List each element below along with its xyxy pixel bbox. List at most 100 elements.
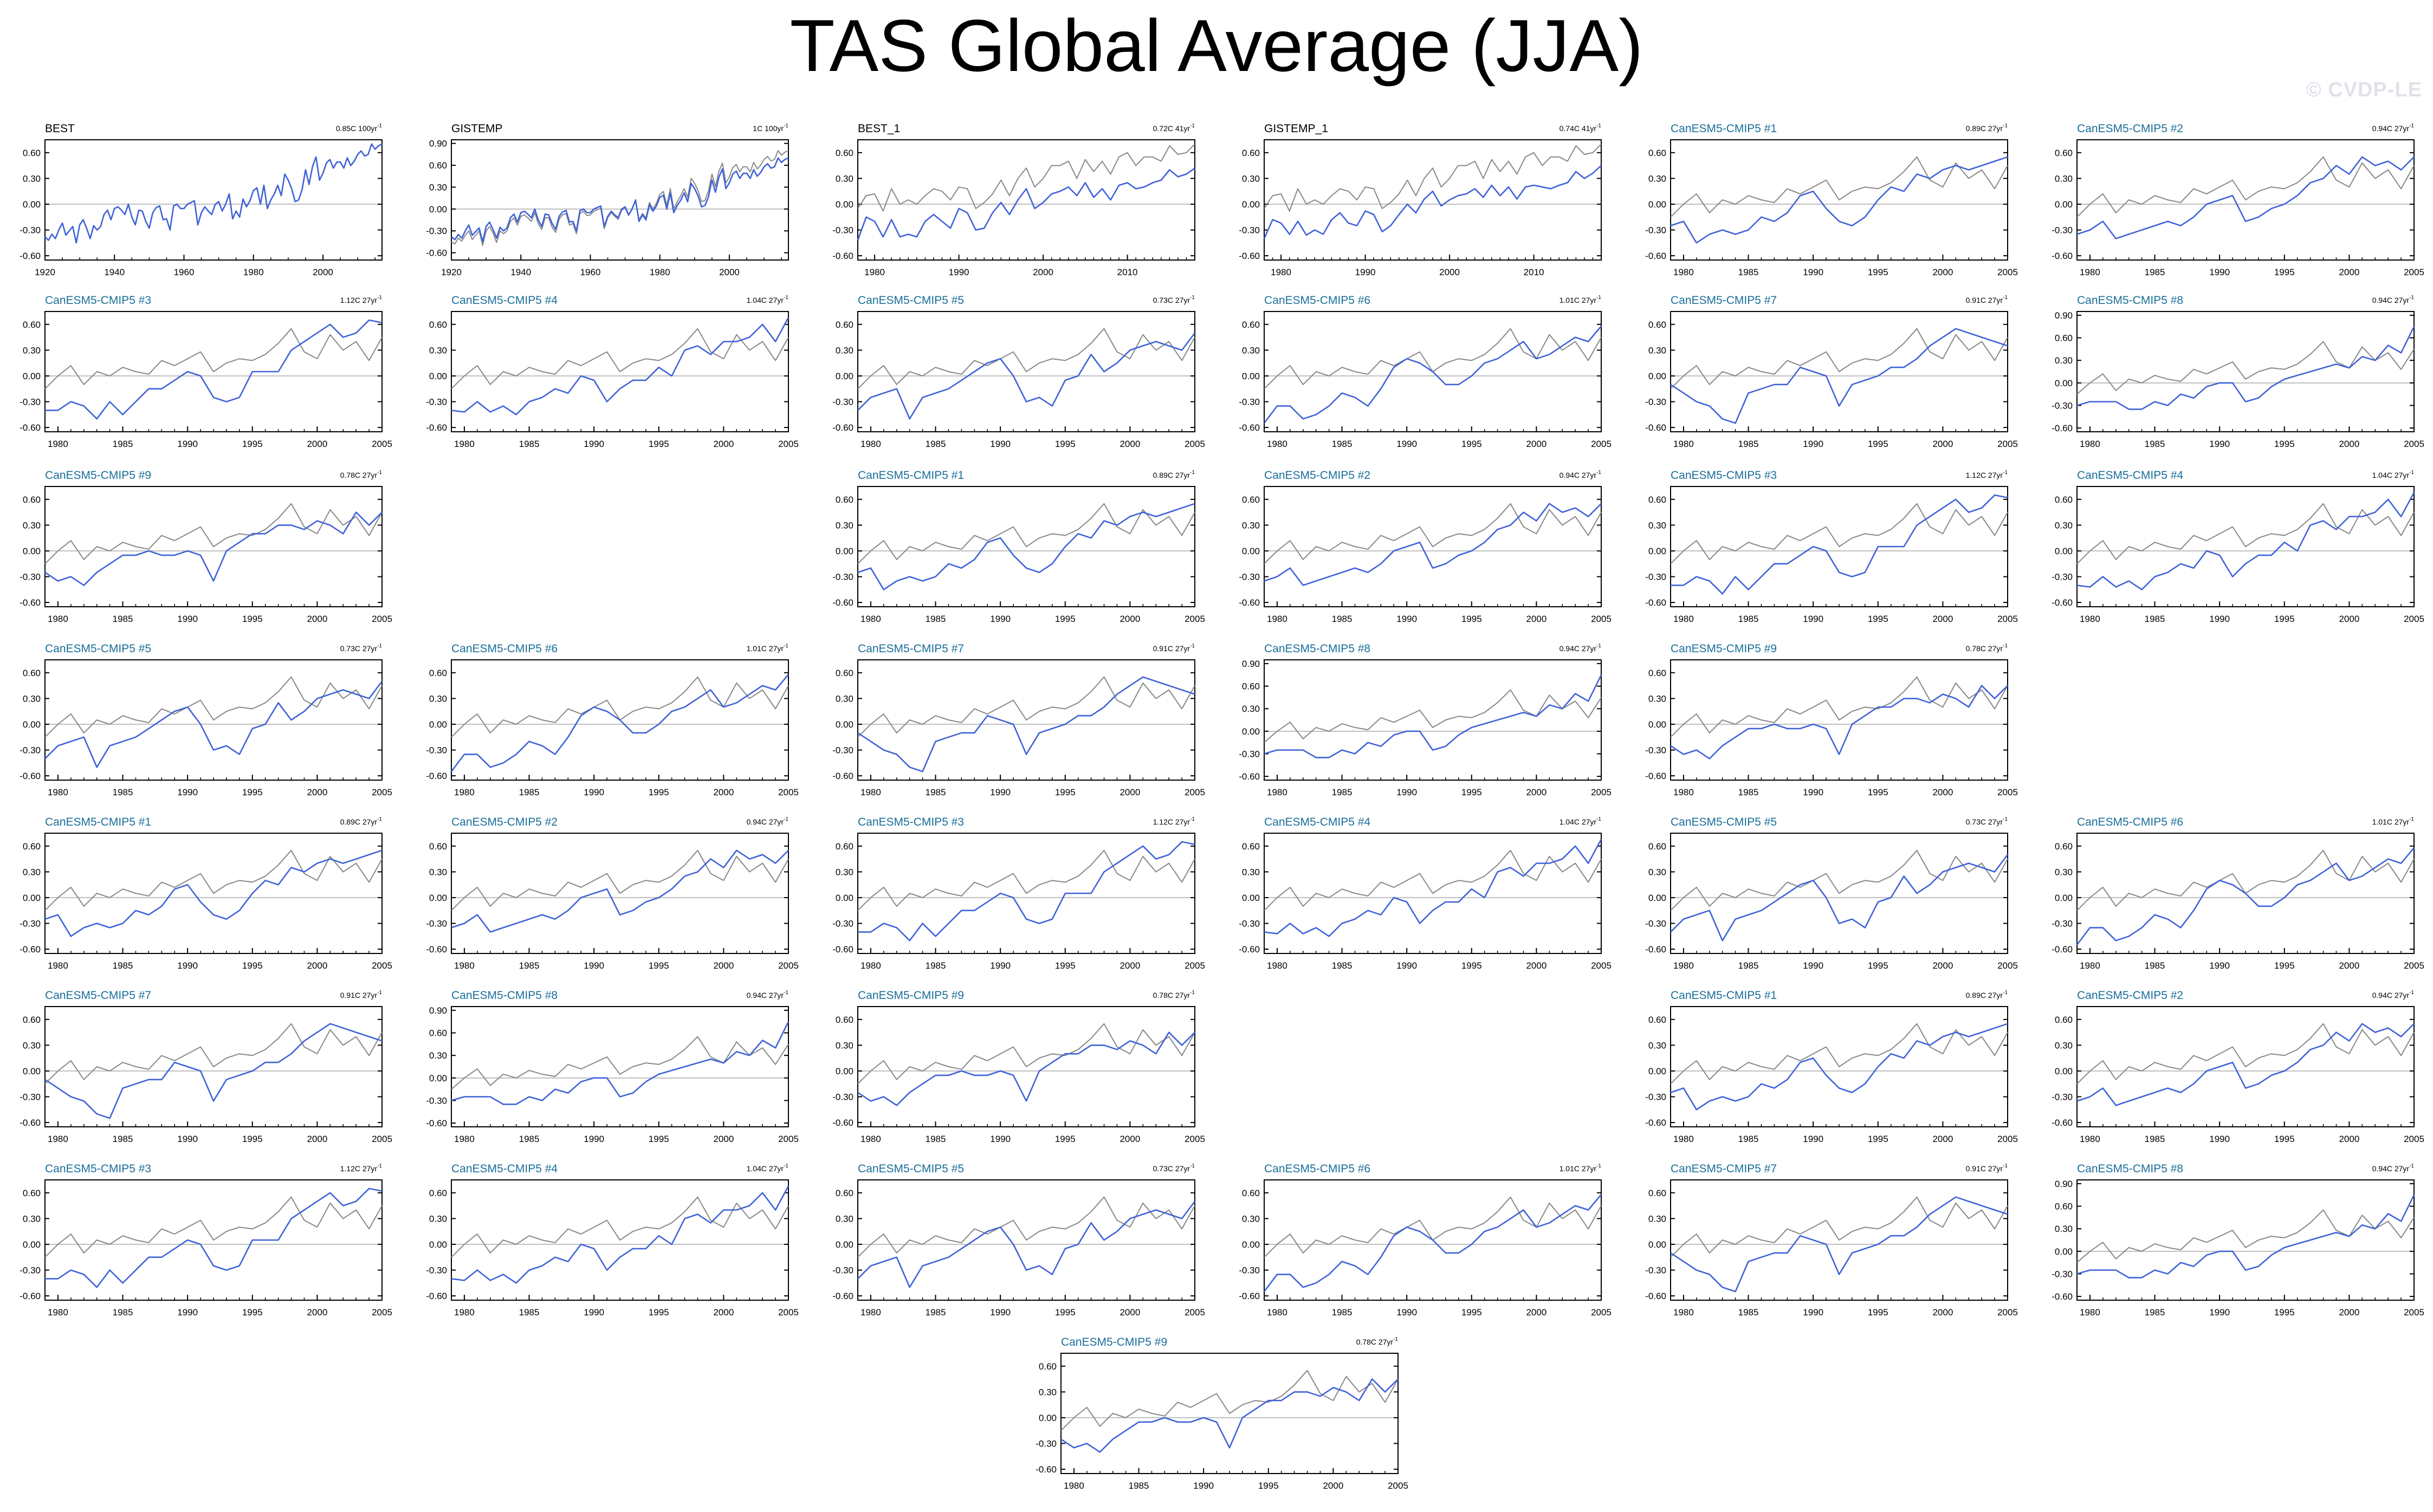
- plot-panel: CanESM5-CMIP5 #4 1.04C 27yr-1 0.60 0.30 0.00…: [1239, 816, 1612, 971]
- x-tick-label: 1985: [113, 439, 133, 449]
- panel-title: CanESM5-CMIP5 #5: [1671, 816, 1777, 828]
- y-tick-label: 0.00: [836, 546, 853, 556]
- panel-title: CanESM5-CMIP5 #9: [1061, 1336, 1167, 1348]
- y-tick-label: -0.30: [20, 919, 41, 929]
- y-tick-label: 0.60: [23, 841, 41, 852]
- trend-exponent: -1: [2003, 470, 2008, 476]
- model-series-line: [44, 680, 383, 768]
- trend-exponent: -1: [1190, 643, 1195, 649]
- trend-exponent: -1: [1596, 295, 1601, 301]
- y-tick-label: 0.60: [836, 495, 853, 505]
- y-tick-label: 0.30: [1648, 520, 1666, 530]
- y-tick-label: 0.00: [1648, 1066, 1666, 1076]
- y-tick-label: 0.60: [1242, 320, 1260, 330]
- x-tick-label: 1995: [1461, 787, 1482, 797]
- panel-title: CanESM5-CMIP5 #6: [451, 643, 558, 655]
- trend-exponent: -1: [2409, 295, 2414, 301]
- x-tick-label: 2010: [1117, 267, 1138, 277]
- trend-exponent: -1: [1596, 643, 1601, 649]
- observed-series-line: [44, 1196, 383, 1258]
- y-tick-label: -0.30: [1645, 397, 1666, 407]
- plot-frame: [44, 139, 383, 261]
- x-tick-label: 1980: [2080, 267, 2100, 277]
- observed-series-line: [451, 150, 789, 246]
- observed-series-line: [451, 1196, 789, 1258]
- y-tick-label: 0.60: [429, 841, 447, 852]
- y-tick-label: -0.60: [1239, 771, 1260, 782]
- model-series-line: [857, 503, 1195, 590]
- y-tick-label: -0.30: [832, 572, 853, 582]
- y-tick-label: 0.30: [836, 1214, 853, 1224]
- x-tick-label: 1990: [584, 1307, 604, 1318]
- x-tick-label: 1980: [2080, 439, 2100, 449]
- y-tick-label: -0.30: [1239, 397, 1260, 407]
- observed-series-line: [2076, 156, 2415, 218]
- y-tick-label: 0.60: [1648, 1015, 1666, 1025]
- trend-label: 0.73C 27yr-1: [1966, 816, 2008, 826]
- x-tick-label: 1985: [1332, 787, 1353, 797]
- x-tick-label: 2005: [1388, 1481, 1408, 1491]
- observed-series-line: [857, 1196, 1195, 1258]
- x-tick-label: 2005: [778, 787, 799, 797]
- trend-exponent: -1: [1190, 470, 1195, 476]
- y-tick-label: -0.60: [1645, 1118, 1666, 1128]
- y-tick-label: 0.60: [1242, 841, 1260, 852]
- x-tick-label: 1980: [1673, 787, 1694, 797]
- x-tick-label: 2000: [719, 267, 740, 277]
- observed-series-line: [451, 1036, 789, 1090]
- trend-label: 1.01C 27yr-1: [1560, 1163, 1602, 1173]
- x-tick-label: 2000: [1526, 961, 1546, 971]
- trend-exponent: -1: [377, 295, 382, 301]
- model-series-line: [1670, 854, 2009, 942]
- y-tick-label: -0.60: [832, 423, 853, 433]
- x-tick-label: 1920: [35, 267, 55, 277]
- x-tick-label: 1990: [2209, 961, 2230, 971]
- trend-exponent: -1: [2409, 816, 2414, 822]
- x-tick-label: 1980: [860, 614, 881, 624]
- x-tick-label: 1985: [1332, 614, 1353, 624]
- trend-label: 0.89C 27yr-1: [1153, 470, 1195, 479]
- plot-panel: CanESM5-CMIP5 #6 1.01C 27yr-1 0.60 0.30 0.00…: [2052, 816, 2424, 971]
- x-tick-label: 1980: [1673, 614, 1694, 624]
- x-tick-label: 2005: [1591, 439, 1612, 449]
- x-tick-label: 2000: [2339, 439, 2359, 449]
- x-tick-label: 1985: [926, 1134, 946, 1144]
- observed-series-line: [1670, 1023, 2008, 1085]
- y-tick-label: -0.60: [1645, 598, 1666, 608]
- plot-panel: CanESM5-CMIP5 #1 0.89C 27yr-1 0.60 0.30 0.00…: [1645, 122, 2018, 277]
- plot-panel: CanESM5-CMIP5 #7 0.91C 27yr-1 0.60 0.30 0.00…: [20, 989, 392, 1144]
- observed-series-line: [2076, 503, 2415, 564]
- x-tick-label: 1990: [1803, 267, 1823, 277]
- panel-title: GISTEMP_1: [1264, 122, 1328, 135]
- x-tick-label: 1990: [2209, 1134, 2230, 1144]
- x-tick-label: 2000: [1323, 1481, 1343, 1491]
- x-tick-label: 1990: [990, 1134, 1011, 1144]
- x-tick-label: 2005: [1997, 614, 2018, 624]
- model-series-line: [451, 849, 789, 933]
- x-tick-label: 1990: [584, 787, 604, 797]
- y-tick-label: 0.60: [429, 668, 447, 678]
- trend-exponent: -1: [2003, 295, 2008, 301]
- model-series-line: [1263, 326, 1602, 424]
- y-tick-label: 0.60: [23, 1015, 41, 1025]
- y-tick-label: 0.60: [2055, 1015, 2073, 1025]
- x-tick-label: 1960: [174, 267, 195, 277]
- x-tick-label: 2000: [713, 439, 734, 449]
- x-tick-label: 1990: [1193, 1481, 1214, 1491]
- plot-panel: BEST 0.85C 100yr-1 0.60 0.30 0.00 -0.30 -0.60 1…: [20, 122, 383, 277]
- plot-panel: CanESM5-CMIP5 #4 1.04C 27yr-1 0.60 0.30 0.00…: [426, 294, 799, 449]
- x-tick-label: 1980: [1673, 439, 1694, 449]
- y-tick-label: 0.30: [2055, 355, 2073, 366]
- plot-panel: CanESM5-CMIP5 #5 0.73C 27yr-1 0.60 0.30 0.00…: [20, 643, 392, 797]
- y-tick-label: -0.60: [1239, 944, 1260, 955]
- model-series-line: [2076, 326, 2415, 410]
- x-tick-label: 1995: [1461, 614, 1482, 624]
- x-tick-label: 1980: [1267, 439, 1287, 449]
- x-tick-label: 1995: [1868, 1307, 1888, 1318]
- y-tick-label: 0.30: [23, 867, 41, 877]
- x-tick-label: 1990: [990, 961, 1011, 971]
- y-tick-label: 0.30: [1648, 693, 1666, 704]
- plot-panel: CanESM5-CMIP5 #3 1.12C 27yr-1 0.60 0.30 0.00…: [20, 1163, 392, 1318]
- x-tick-label: 1995: [649, 1134, 669, 1144]
